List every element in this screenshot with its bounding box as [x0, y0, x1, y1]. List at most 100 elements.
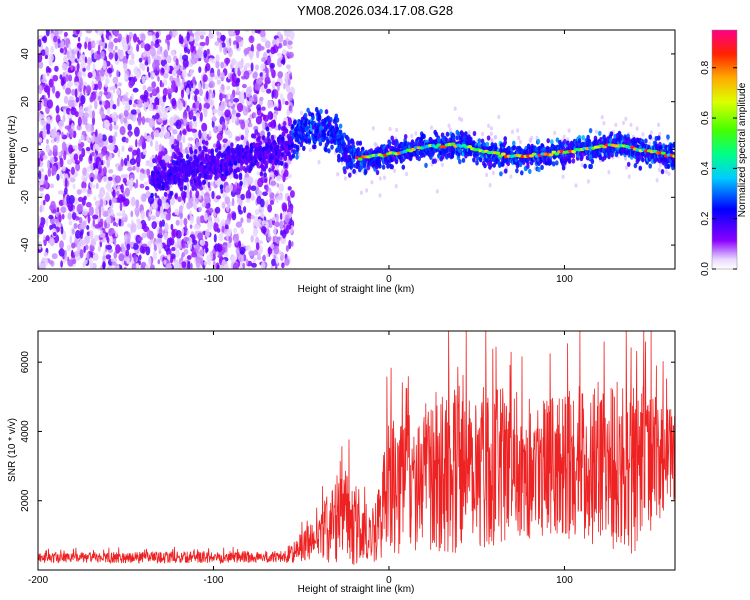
noise-cell: [61, 213, 65, 220]
noise-cell: [71, 49, 75, 54]
noise-cell: [203, 261, 208, 266]
ridge-cell: [179, 186, 184, 192]
noise-cell: [370, 180, 374, 185]
noise-cell: [163, 49, 168, 58]
noise-cell: [283, 169, 289, 178]
noise-cell: [42, 154, 48, 160]
ridge-cell: [185, 153, 190, 160]
noise-cell: [89, 180, 93, 189]
noise-cell: [375, 143, 378, 148]
noise-cell: [49, 204, 55, 211]
noise-cell: [68, 43, 71, 52]
noise-cell: [71, 242, 76, 249]
noise-cell: [163, 232, 169, 241]
ridge-cell: [520, 170, 524, 176]
noise-cell: [38, 38, 42, 48]
noise-cell: [222, 138, 228, 143]
noise-cell: [489, 131, 493, 136]
noise-cell: [153, 244, 157, 252]
noise-cell: [249, 51, 253, 60]
noise-cell: [141, 116, 146, 125]
noise-cell: [205, 90, 209, 100]
noise-cell: [481, 131, 484, 137]
noise-cell: [140, 41, 146, 49]
noise-cell: [62, 114, 66, 123]
noise-cell: [221, 225, 225, 233]
noise-cell: [92, 184, 96, 189]
noise-cell: [109, 232, 113, 237]
noise-cell: [144, 131, 148, 140]
noise-cell: [225, 218, 231, 225]
noise-cell: [202, 80, 206, 90]
noise-cell: [125, 137, 129, 144]
noise-cell: [57, 190, 65, 195]
noise-cell: [132, 243, 139, 250]
noise-cell: [280, 59, 286, 65]
noise-cell: [109, 237, 114, 244]
noise-cell: [119, 126, 126, 136]
noise-cell: [225, 57, 229, 67]
noise-cell: [260, 261, 266, 269]
noise-cell: [95, 206, 99, 216]
noise-cell: [92, 110, 95, 119]
noise-cell: [199, 31, 206, 36]
noise-cell: [47, 159, 50, 169]
noise-cell: [70, 64, 74, 71]
noise-cell: [210, 99, 214, 105]
ridge-cell: [252, 133, 257, 139]
noise-cell: [216, 264, 220, 269]
noise-cell: [173, 262, 179, 269]
noise-cell: [38, 186, 45, 192]
noise-cell: [252, 227, 258, 237]
noise-cell: [206, 247, 209, 253]
noise-cell: [602, 121, 606, 126]
ridge-cell: [444, 137, 449, 143]
noise-cell: [148, 211, 152, 217]
ridge-cell: [201, 149, 205, 155]
noise-cell: [198, 206, 202, 212]
noise-cell: [75, 30, 80, 35]
ridge-cell: [378, 163, 382, 169]
noise-cell: [288, 51, 294, 59]
noise-cell: [255, 64, 259, 71]
ridge-cell: [403, 134, 408, 140]
noise-cell: [236, 182, 240, 190]
noise-cell: [39, 223, 45, 229]
noise-cell: [97, 245, 101, 252]
noise-cell: [161, 112, 168, 121]
noise-cell: [117, 193, 124, 204]
noise-cell: [38, 102, 42, 111]
noise-cell: [266, 67, 269, 77]
noise-cell: [122, 209, 126, 219]
noise-cell: [189, 120, 193, 130]
noise-cell: [57, 151, 62, 157]
noise-cell: [66, 132, 70, 138]
noise-cell: [75, 97, 80, 103]
ridge-cell: [503, 140, 508, 146]
noise-cell: [200, 34, 204, 40]
noise-cell: [93, 196, 97, 201]
noise-cell: [216, 245, 223, 252]
noise-cell: [202, 130, 208, 139]
noise-cell: [191, 252, 198, 258]
ridge-cell: [489, 162, 493, 168]
noise-cell: [210, 181, 214, 187]
ridge-cell: [203, 158, 207, 165]
noise-cell: [48, 260, 54, 265]
noise-cell: [39, 114, 46, 119]
noise-cell: [281, 202, 288, 212]
noise-cell: [61, 165, 66, 172]
noise-cell: [279, 220, 284, 231]
noise-cell: [272, 119, 276, 128]
noise-cell: [253, 249, 258, 256]
noise-cell: [248, 123, 253, 128]
ridge-cell: [216, 173, 220, 179]
noise-cell: [394, 184, 398, 189]
noise-cell: [143, 89, 149, 100]
noise-cell: [61, 63, 68, 71]
noise-cell: [127, 223, 132, 228]
ridge-cell: [461, 157, 466, 163]
ridge-cell: [369, 148, 374, 154]
noise-cell: [244, 62, 251, 68]
noise-cell: [137, 39, 141, 45]
